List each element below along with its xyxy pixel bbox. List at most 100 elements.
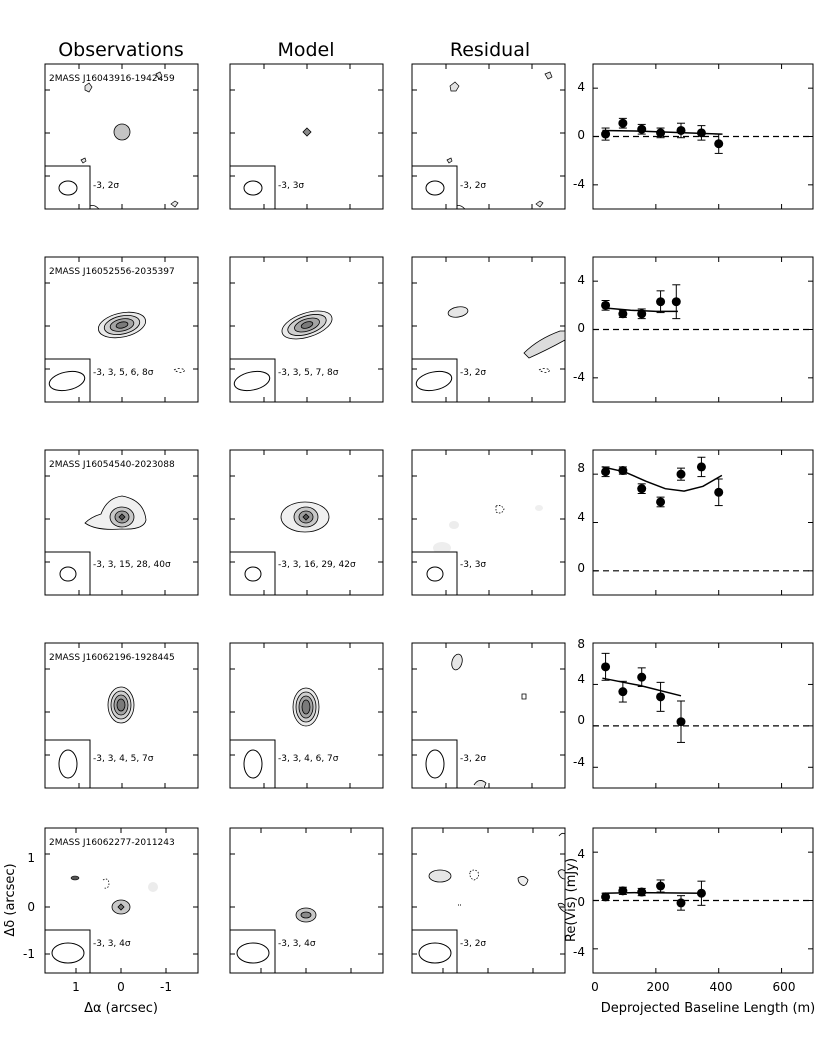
vis-xlabel: Deprojected Baseline Length (m) — [601, 1001, 816, 1016]
obs-panel-2: 2MASS J16052556-2035397 -3, 3, 5, 6, 8σ — [44, 256, 199, 403]
img-ytick-1: 1 — [27, 851, 35, 865]
img-ytick-m1: -1 — [23, 947, 35, 961]
data-point — [637, 672, 647, 682]
source-label-5: 2MASS J16062277-2011243 — [49, 838, 175, 848]
source-label-4: 2MASS J16062196-1928445 — [49, 653, 175, 663]
vis-panel-2: 4 0 -4 — [573, 256, 814, 403]
data-point — [656, 497, 666, 507]
vis-panel-3: 8 4 0 — [577, 449, 814, 596]
vis-ytick-1-a: 4 — [577, 80, 585, 94]
data-point — [714, 139, 724, 149]
obs-panel-1: 2MASS J16043916-1942459 -3, 2σ — [44, 63, 199, 210]
vis-ytick-4-c: 0 — [577, 713, 585, 727]
data-point — [637, 484, 647, 494]
model-curve — [602, 677, 682, 697]
data-point — [601, 467, 611, 477]
vis-xtick-200: 200 — [647, 980, 670, 994]
vis-panel-1: 4 0 -4 — [573, 63, 814, 210]
obs-levels-1: -3, 2σ — [93, 181, 119, 191]
row-1: 2MASS J16043916-1942459 -3, 2σ -3, 3σ — [44, 63, 814, 210]
resid-levels-1: -3, 2σ — [460, 181, 486, 191]
obs-panel-5: 2MASS J16062277-2011243 -3, 3, 4σ — [44, 827, 199, 974]
data-point — [637, 887, 647, 897]
model-panel-1: -3, 3σ — [229, 63, 384, 210]
model-panel-2: -3, 3, 5, 7, 8σ — [229, 256, 384, 403]
img-ylabel: Δδ (arcsec) — [3, 863, 18, 936]
vis-ytick-3-a: 8 — [577, 461, 585, 475]
source-label-3: 2MASS J16054540-2023088 — [49, 460, 175, 470]
vis-xtick-600: 600 — [773, 980, 796, 994]
vis-panel-4: 8 4 0 -4 — [573, 637, 814, 789]
row-4: 2MASS J16062196-1928445 -3, 3, 4, 5, 7σ … — [44, 637, 814, 789]
vis-ytick-1-b: 0 — [577, 128, 585, 142]
vis-ytick-4-d: -4 — [573, 755, 585, 769]
column-title-residual: Residual — [450, 39, 530, 61]
model-levels-2: -3, 3, 5, 7, 8σ — [278, 368, 339, 378]
resid-panel-3: -3, 3σ — [411, 449, 566, 596]
model-levels-5: -3, 3, 4σ — [278, 939, 316, 949]
vis-ytick-3-b: 4 — [577, 510, 585, 524]
img-xtick-m1: -1 — [160, 980, 172, 994]
data-point — [656, 692, 666, 702]
data-point — [656, 881, 666, 891]
model-levels-1: -3, 3σ — [278, 181, 304, 191]
vis-panel-5: 4 0 -4 — [573, 827, 814, 974]
data-point — [618, 309, 628, 319]
vis-ytick-1-c: -4 — [573, 177, 585, 191]
model-panel-3: -3, 3, 16, 29, 42σ — [229, 449, 384, 596]
model-panel-5: -3, 3, 4σ — [229, 827, 384, 974]
data-point — [637, 309, 647, 319]
vis-ytick-5-a: 4 — [577, 847, 585, 861]
resid-levels-3: -3, 3σ — [460, 560, 486, 570]
data-point — [618, 118, 628, 128]
row-3: 2MASS J16054540-2023088 -3, 3, 15, 28, 4… — [44, 449, 814, 596]
vis-ytick-4-b: 4 — [577, 672, 585, 686]
data-point — [656, 297, 666, 307]
vis-ytick-2-c: -4 — [573, 370, 585, 384]
obs-levels-5: -3, 3, 4σ — [93, 939, 131, 949]
data-point — [676, 125, 686, 135]
vis-ytick-2-a: 4 — [577, 273, 585, 287]
data-point — [676, 717, 686, 727]
data-point — [601, 892, 611, 902]
data-point — [656, 128, 666, 138]
resid-panel-2: -3, 2σ — [411, 256, 566, 403]
obs-panel-3: 2MASS J16054540-2023088 -3, 3, 15, 28, 4… — [44, 449, 199, 596]
obs-panel-4: 2MASS J16062196-1928445 -3, 3, 4, 5, 7σ — [44, 642, 199, 789]
data-point — [618, 466, 628, 476]
resid-panel-5: -3, 2σ — [411, 827, 566, 974]
vis-ytick-4-a: 8 — [577, 637, 585, 651]
data-point — [601, 300, 611, 310]
data-point — [676, 469, 686, 479]
resid-levels-4: -3, 2σ — [460, 754, 486, 764]
vis-ytick-3-c: 0 — [577, 561, 585, 575]
vis-xtick-0: 0 — [591, 980, 599, 994]
data-point — [714, 487, 724, 497]
img-xtick-1: 1 — [72, 980, 80, 994]
resid-panel-1: -3, 2σ — [411, 63, 566, 210]
data-point — [671, 297, 681, 307]
row-5: 2MASS J16062277-2011243 -3, 3, 4σ -3, 3,… — [44, 827, 814, 974]
resid-levels-5: -3, 2σ — [460, 939, 486, 949]
model-curve — [602, 891, 704, 895]
column-title-observations: Observations — [58, 39, 184, 61]
data-point — [618, 687, 628, 697]
data-point — [601, 662, 611, 672]
img-xtick-0: 0 — [117, 980, 125, 994]
data-point — [696, 128, 706, 138]
vis-ytick-5-b: 0 — [577, 895, 585, 909]
resid-levels-2: -3, 2σ — [460, 368, 486, 378]
data-point — [618, 886, 628, 896]
column-title-model: Model — [277, 39, 334, 61]
img-ytick-0: 0 — [27, 900, 35, 914]
model-levels-4: -3, 3, 4, 6, 7σ — [278, 754, 339, 764]
source-label-1: 2MASS J16043916-1942459 — [49, 74, 175, 84]
data-point — [676, 898, 686, 908]
data-point — [696, 462, 706, 472]
vis-ylabel: Re(Vis) (mJy) — [564, 858, 579, 942]
obs-levels-4: -3, 3, 4, 5, 7σ — [93, 754, 154, 764]
vis-ytick-2-b: 0 — [577, 321, 585, 335]
source-label-2: 2MASS J16052556-2035397 — [49, 267, 175, 277]
vis-xtick-400: 400 — [710, 980, 733, 994]
